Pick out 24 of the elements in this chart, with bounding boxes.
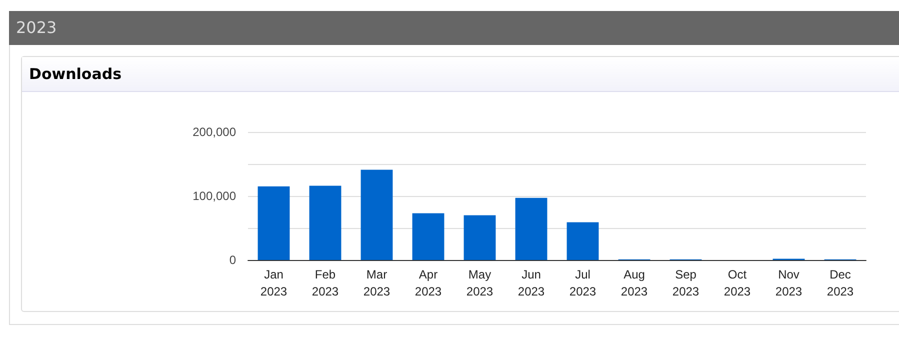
- y-tick-label: 200,000: [192, 125, 236, 139]
- bar: [412, 213, 444, 260]
- text: Downloads: [22, 57, 899, 92]
- x-tick-label: Feb 2023: [312, 268, 339, 298]
- x-tick-label: Jan 2023: [260, 268, 288, 298]
- bar: [360, 170, 393, 260]
- bar: [258, 186, 290, 260]
- x-tick-label: Mar 2023: [363, 268, 390, 298]
- bar: [515, 198, 548, 260]
- x-tick-label: Sep 2023: [672, 268, 700, 298]
- x-tick-label: Aug 2023: [620, 268, 648, 298]
- x-tick-label: Nov 2023: [775, 268, 802, 298]
- x-tick-label: Oct 2023: [724, 268, 751, 298]
- x-tick-label: Dec 2023: [826, 268, 854, 298]
- x-tick-label: May 2023: [466, 268, 494, 298]
- text: 2023: [9, 11, 899, 45]
- bar: [309, 186, 342, 260]
- y-tick-label: 0: [229, 253, 236, 267]
- y-tick-label: 100,000: [192, 189, 236, 203]
- bar: [566, 222, 599, 260]
- bar: [464, 215, 496, 260]
- x-tick-label: Jun 2023: [518, 268, 545, 298]
- x-tick-label: Jul 2023: [569, 268, 596, 298]
- x-tick-label: Apr 2023: [414, 268, 442, 298]
